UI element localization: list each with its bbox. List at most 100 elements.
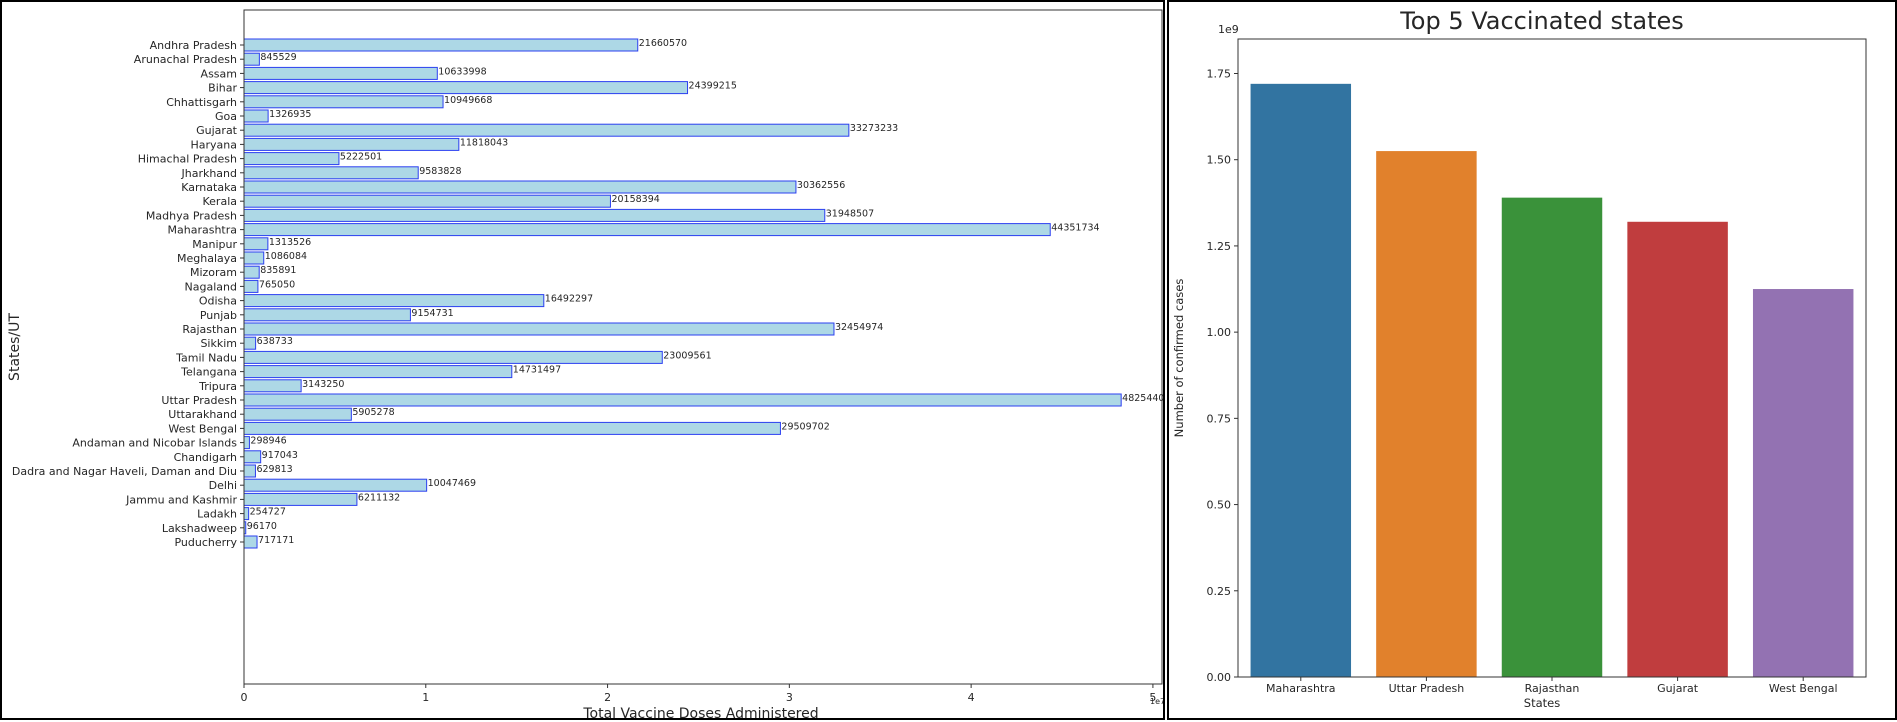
y-axis-label: Number of confirmed cases bbox=[1172, 279, 1186, 438]
x-tick-label-4: West Bengal bbox=[1769, 682, 1838, 695]
y-tick-label-4: 1.00 bbox=[1207, 326, 1232, 339]
bar-10 bbox=[243, 180, 797, 194]
y-tick-label-8: Himachal Pradesh bbox=[138, 153, 237, 166]
top5-panel: Top 5 Vaccinated states 0.00 0.25 0.50 0.75… bbox=[1167, 0, 1897, 720]
y-tick-label-11: Kerala bbox=[203, 195, 238, 208]
y-tick-label-1: Arunachal Pradesh bbox=[134, 53, 237, 66]
data-label-7: 11818043 bbox=[460, 137, 508, 148]
y-tick-label-31: Delhi bbox=[209, 479, 237, 492]
data-label-13: 44351734 bbox=[1051, 223, 1099, 234]
data-label-18: 16492297 bbox=[545, 294, 593, 305]
bar-13 bbox=[243, 223, 1051, 237]
y-tick-label-0: 0.00 bbox=[1207, 671, 1232, 684]
data-label-10: 30362556 bbox=[797, 180, 845, 191]
bar-32 bbox=[243, 492, 358, 506]
y-tick-label-9: Jharkhand bbox=[180, 167, 237, 180]
data-label-24: 3143250 bbox=[302, 379, 344, 390]
y-axis-multiplier: 1e9 bbox=[1218, 23, 1239, 36]
bar-7 bbox=[243, 137, 460, 151]
chart-title: Top 5 Vaccinated states bbox=[1399, 7, 1684, 35]
data-label-6: 33273233 bbox=[850, 123, 898, 134]
data-label-33: 254727 bbox=[250, 507, 286, 518]
y-tick-label-3: 0.75 bbox=[1207, 412, 1232, 425]
bar-26 bbox=[243, 407, 352, 421]
bar-31 bbox=[243, 478, 428, 492]
bar-22 bbox=[243, 350, 663, 364]
data-label-9: 9583828 bbox=[419, 166, 461, 177]
x-tick-label-3: Gujarat bbox=[1657, 682, 1699, 695]
bar-35 bbox=[243, 535, 258, 549]
data-label-25: 48254408 bbox=[1122, 393, 1163, 404]
bar-21 bbox=[243, 336, 257, 350]
data-label-5: 1326935 bbox=[269, 109, 311, 120]
data-label-16: 835891 bbox=[260, 265, 296, 276]
bar-27 bbox=[243, 421, 781, 435]
y-tick-label-18: Odisha bbox=[199, 295, 237, 308]
y-tick-label-3: Bihar bbox=[208, 82, 237, 95]
y-tick-label-4: Chhattisgarh bbox=[166, 96, 237, 109]
x-axis-label: States bbox=[1524, 696, 1560, 710]
data-label-32: 6211132 bbox=[358, 492, 400, 503]
bar-25 bbox=[243, 393, 1122, 407]
data-label-0: 21660570 bbox=[639, 38, 687, 49]
y-tick-label-6: 1.50 bbox=[1207, 154, 1232, 167]
bar-0 bbox=[1250, 83, 1352, 677]
y-tick-label-24: Tripura bbox=[198, 380, 237, 393]
data-label-20: 32454974 bbox=[835, 322, 883, 333]
y-tick-label-10: Karnataka bbox=[181, 181, 237, 194]
top5-chart: Top 5 Vaccinated states 0.00 0.25 0.50 0.75… bbox=[1172, 7, 1867, 710]
x-axis-multiplier: 1e7 bbox=[1150, 697, 1163, 706]
x-tick-label-0: 0 bbox=[241, 691, 248, 704]
data-label-35: 717171 bbox=[258, 535, 294, 546]
vaccine-doses-panel: Andhra Pradesh Arunachal Pradesh Assam Biha… bbox=[0, 0, 1165, 720]
y-tick-label-19: Punjab bbox=[200, 309, 237, 322]
data-label-15: 1086084 bbox=[265, 251, 307, 262]
y-tick-label-21: Sikkim bbox=[200, 337, 237, 350]
bar-3 bbox=[1627, 221, 1728, 677]
bar-4 bbox=[1752, 289, 1854, 677]
y-axis-label: States/UT bbox=[7, 313, 23, 381]
y-tick-label-17: Nagaland bbox=[185, 280, 237, 293]
data-label-2: 10633998 bbox=[438, 66, 486, 77]
x-tick-label-0: Maharashtra bbox=[1266, 682, 1336, 695]
bar-14 bbox=[243, 237, 269, 251]
y-tick-label-33: Ladakh bbox=[197, 508, 237, 521]
bar-11 bbox=[243, 194, 611, 208]
y-tick-label-2: 0.50 bbox=[1207, 499, 1232, 512]
data-label-14: 1313526 bbox=[269, 237, 311, 248]
y-tick-label-26: Uttarakhand bbox=[168, 408, 237, 421]
y-tick-label-5: Goa bbox=[215, 110, 237, 123]
y-tick-label-0: Andhra Pradesh bbox=[150, 39, 237, 52]
y-tick-label-7: 1.75 bbox=[1207, 67, 1232, 80]
bar-16 bbox=[243, 265, 260, 279]
x-axis-label: Total Vaccine Doses Administered bbox=[582, 706, 818, 718]
bar-29 bbox=[243, 450, 262, 464]
data-label-8: 5222501 bbox=[340, 152, 382, 163]
bar-1 bbox=[1376, 151, 1477, 678]
y-tick-label-27: West Bengal bbox=[168, 422, 237, 435]
data-label-23: 14731497 bbox=[513, 365, 561, 376]
bar-20 bbox=[243, 322, 835, 336]
data-label-11: 20158394 bbox=[611, 194, 659, 205]
bar-3 bbox=[243, 81, 689, 95]
x-tick-label-1: 1 bbox=[422, 691, 429, 704]
y-tick-label-2: Assam bbox=[201, 67, 237, 80]
bar-9 bbox=[243, 166, 419, 180]
x-tick-label-2: Rajasthan bbox=[1525, 682, 1580, 695]
x-tick-label-1: Uttar Pradesh bbox=[1389, 682, 1465, 695]
bar-17 bbox=[243, 279, 259, 293]
bar-0 bbox=[243, 38, 639, 52]
data-label-22: 23009561 bbox=[663, 350, 711, 361]
y-tick-label-14: Manipur bbox=[192, 238, 237, 251]
data-label-21: 638733 bbox=[257, 336, 293, 347]
y-tick-label-23: Telangana bbox=[180, 366, 237, 379]
data-label-27: 29509702 bbox=[781, 421, 829, 432]
x-tick-label-4: 4 bbox=[968, 691, 975, 704]
y-tick-label-20: Rajasthan bbox=[182, 323, 237, 336]
bar-15 bbox=[243, 251, 265, 265]
data-label-3: 24399215 bbox=[689, 81, 737, 92]
bar-30 bbox=[243, 464, 256, 478]
data-label-31: 10047469 bbox=[428, 478, 476, 489]
y-tick-label-5: 1.25 bbox=[1207, 240, 1232, 253]
